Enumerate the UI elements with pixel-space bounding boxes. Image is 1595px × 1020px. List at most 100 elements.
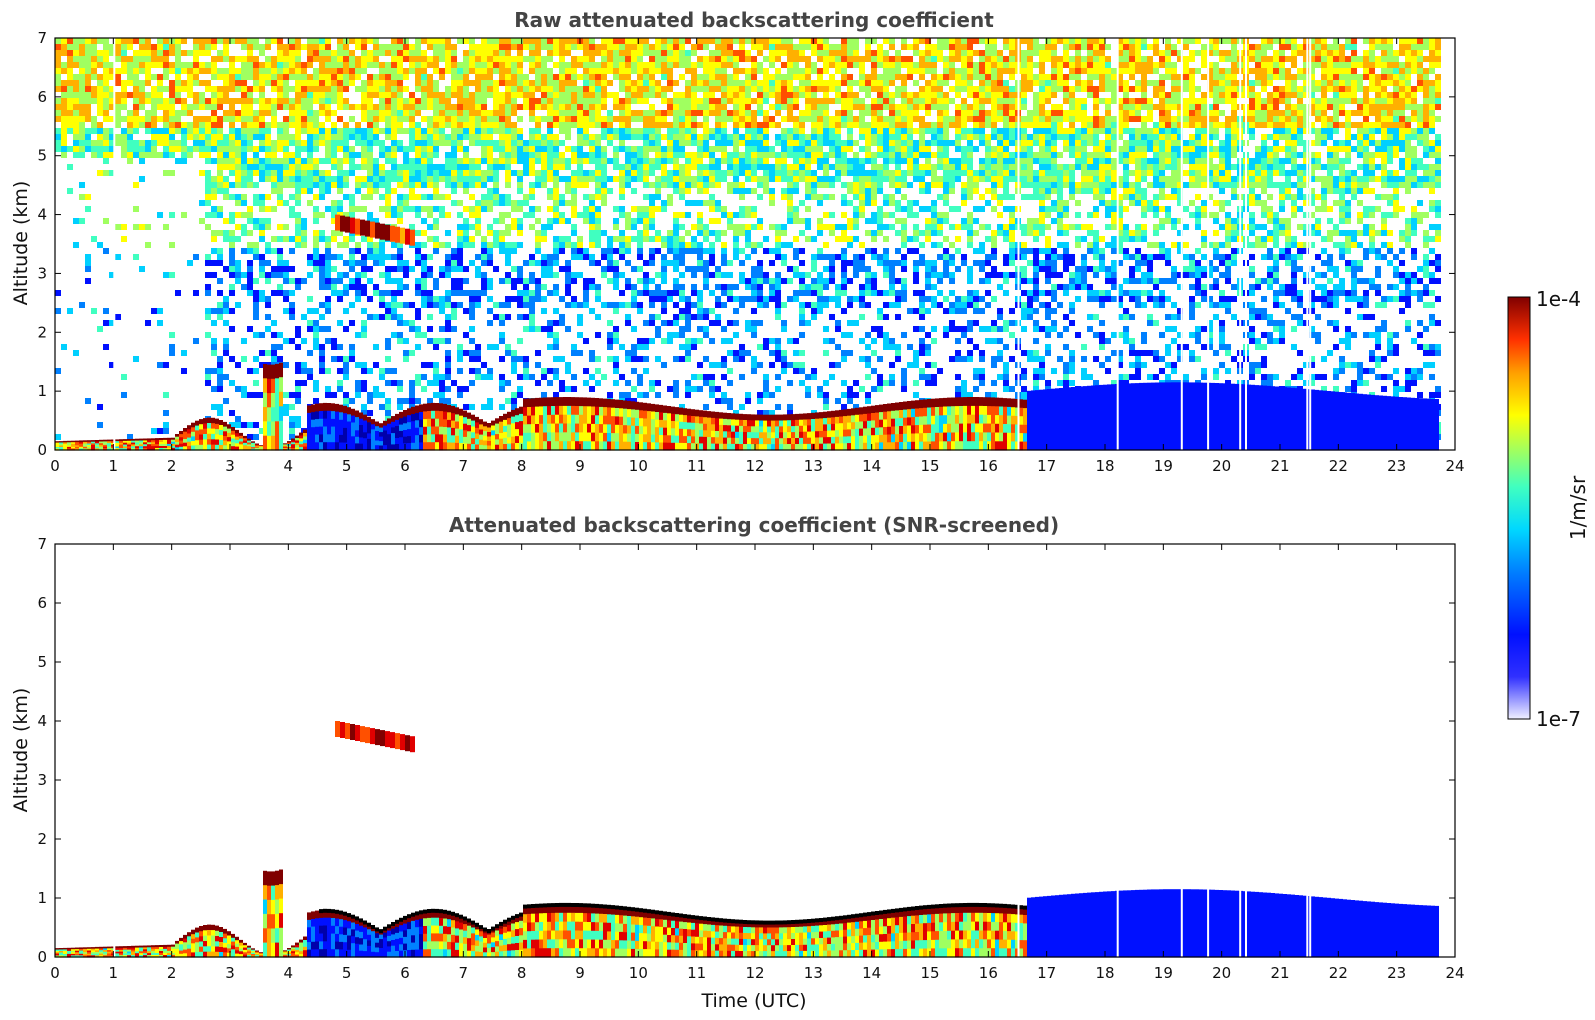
- heatmap-cell: [769, 176, 775, 182]
- heatmap-cell: [535, 284, 541, 290]
- heatmap-cell: [259, 170, 265, 176]
- heatmap-cell: [541, 296, 547, 302]
- heatmap-cell: [415, 158, 421, 164]
- heatmap-cell: [403, 206, 409, 212]
- heatmap-cell: [241, 212, 247, 218]
- heatmap-cell: [781, 92, 787, 98]
- heatmap-cell: [637, 158, 643, 164]
- heatmap-cell: [241, 152, 247, 158]
- heatmap-cell: [415, 110, 421, 116]
- heatmap-cell: [607, 302, 613, 308]
- heatmap-cell: [445, 254, 451, 260]
- heatmap-cell: [445, 326, 451, 332]
- heatmap-cell: [145, 128, 151, 134]
- heatmap-cell: [685, 164, 691, 170]
- heatmap-cell: [697, 338, 703, 344]
- heatmap-cell: [655, 152, 661, 158]
- heatmap-cell: [433, 194, 439, 200]
- heatmap-cell: [505, 62, 511, 68]
- heatmap-cell: [649, 134, 655, 140]
- heatmap-cell: [547, 74, 553, 80]
- heatmap-cell: [421, 68, 427, 74]
- heatmap-cell: [673, 44, 679, 50]
- heatmap-cell: [421, 374, 427, 380]
- heatmap-cell: [325, 134, 331, 140]
- heatmap-cell: [649, 248, 655, 254]
- heatmap-cell: [505, 56, 511, 62]
- heatmap-cell: [265, 134, 271, 140]
- heatmap-cell: [349, 158, 355, 164]
- heatmap-cell: [781, 152, 787, 158]
- heatmap-cell: [97, 92, 103, 98]
- heatmap-cell: [85, 98, 91, 104]
- heatmap-cell: [817, 152, 823, 158]
- heatmap-cell: [349, 278, 355, 284]
- heatmap-cell: [457, 386, 463, 392]
- heatmap-cell: [343, 38, 349, 44]
- heatmap-cell: [523, 368, 529, 374]
- heatmap-cell: [829, 182, 835, 188]
- heatmap-cell: [685, 152, 691, 158]
- heatmap-cell: [361, 362, 367, 368]
- heatmap-cell: [199, 68, 205, 74]
- heatmap-cell: [169, 272, 175, 278]
- heatmap-cell: [865, 332, 871, 338]
- heatmap-cell: [715, 74, 721, 80]
- heatmap-cell: [211, 350, 217, 356]
- heatmap-cell: [619, 44, 625, 50]
- heatmap-cell: [115, 134, 121, 140]
- heatmap-cell: [703, 116, 709, 122]
- heatmap-cell: [163, 50, 169, 56]
- heatmap-cell: [619, 194, 625, 200]
- heatmap-cell: [835, 326, 841, 332]
- heatmap-cell: [217, 74, 223, 80]
- heatmap-cell: [463, 134, 469, 140]
- heatmap-cell: [859, 128, 865, 134]
- heatmap-cell: [85, 266, 91, 272]
- heatmap-cell: [655, 128, 661, 134]
- heatmap-cell: [583, 206, 589, 212]
- heatmap-cell: [733, 56, 739, 62]
- heatmap-cell: [607, 338, 613, 344]
- heatmap-cell: [217, 212, 223, 218]
- heatmap-cell: [631, 302, 637, 308]
- heatmap-cell: [757, 296, 763, 302]
- heatmap-cell: [637, 62, 643, 68]
- heatmap-cell: [667, 170, 673, 176]
- heatmap-cell: [505, 110, 511, 116]
- heatmap-cell: [79, 302, 85, 308]
- heatmap-cell: [73, 218, 79, 224]
- heatmap-cell: [361, 386, 367, 392]
- heatmap-cell: [691, 74, 697, 80]
- heatmap-cell: [295, 344, 301, 350]
- heatmap-cell: [355, 74, 361, 80]
- heatmap-cell: [265, 38, 271, 44]
- heatmap-cell: [685, 68, 691, 74]
- heatmap-cell: [229, 284, 235, 290]
- heatmap-cell: [673, 152, 679, 158]
- heatmap-cell: [217, 356, 223, 362]
- heatmap-cell: [343, 146, 349, 152]
- heatmap-cell: [517, 50, 523, 56]
- heatmap-cell: [691, 272, 697, 278]
- heatmap-cell: [709, 164, 715, 170]
- heatmap-cell: [715, 398, 721, 404]
- heatmap-cell: [751, 110, 757, 116]
- heatmap-cell: [703, 170, 709, 176]
- heatmap-cell: [481, 116, 487, 122]
- heatmap-cell: [607, 62, 613, 68]
- heatmap-cell: [769, 290, 775, 296]
- heatmap-cell: [679, 116, 685, 122]
- heatmap-cell: [433, 206, 439, 212]
- heatmap-cell: [433, 56, 439, 62]
- heatmap-cell: [619, 146, 625, 152]
- heatmap-cell: [859, 68, 865, 74]
- heatmap-cell: [313, 158, 319, 164]
- heatmap-cell: [493, 194, 499, 200]
- heatmap-cell: [211, 86, 217, 92]
- heatmap-cell: [415, 194, 421, 200]
- heatmap-cell: [397, 98, 403, 104]
- heatmap-cell: [685, 314, 691, 320]
- heatmap-cell: [673, 122, 679, 128]
- heatmap-cell: [613, 44, 619, 50]
